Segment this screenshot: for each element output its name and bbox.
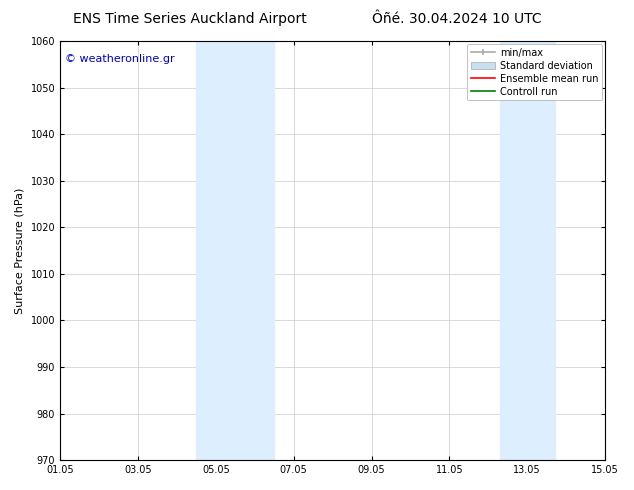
Bar [500, 41, 555, 460]
Y-axis label: Surface Pressure (hPa): Surface Pressure (hPa) [15, 187, 25, 314]
Bar [197, 41, 274, 460]
Text: © weatheronline.gr: © weatheronline.gr [65, 53, 175, 64]
Text: ENS Time Series Auckland Airport: ENS Time Series Auckland Airport [74, 12, 307, 26]
Text: Ôñé. 30.04.2024 10 UTC: Ôñé. 30.04.2024 10 UTC [372, 12, 541, 26]
Legend: min/max, Standard deviation, Ensemble mean run, Controll run: min/max, Standard deviation, Ensemble me… [467, 44, 602, 100]
